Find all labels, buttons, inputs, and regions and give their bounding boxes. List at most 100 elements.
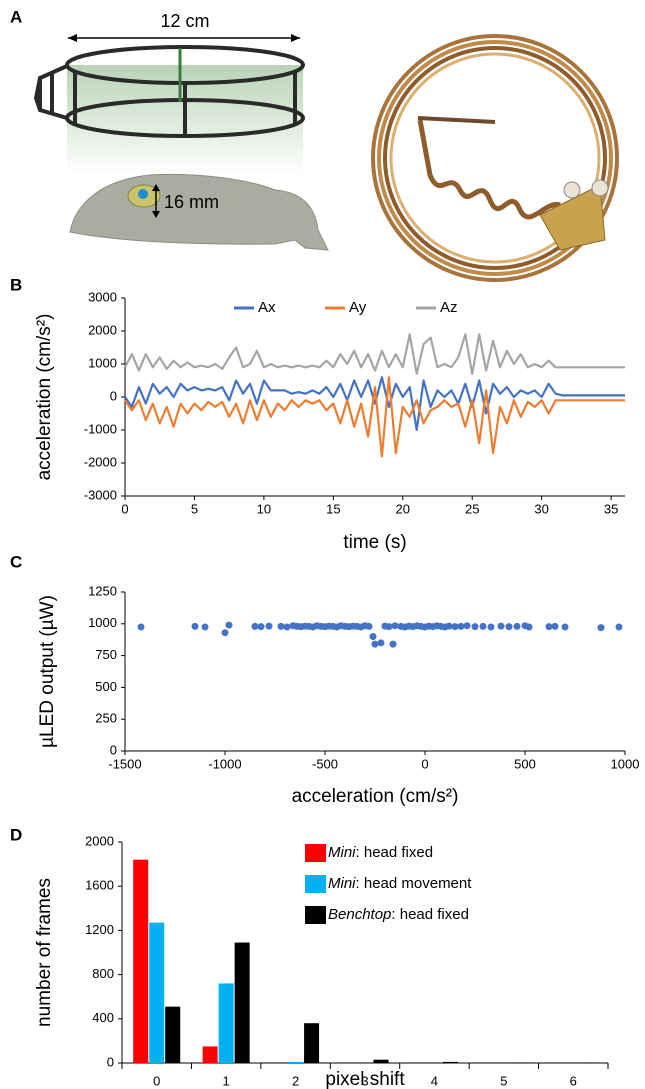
x-tick-label: -1500 [108, 756, 141, 771]
legend-label: Mini: head movement [328, 875, 472, 892]
data-point [389, 640, 397, 648]
dimension-label: 12 cm [160, 11, 209, 31]
dimension-label: 16 mm [164, 192, 219, 212]
data-point [505, 623, 513, 631]
panel-label: D [10, 825, 22, 844]
y-tick-label: 500 [95, 679, 117, 694]
data-point [251, 622, 259, 630]
data-point [597, 624, 605, 632]
data-point [561, 623, 569, 631]
x-axis-title: pixel shift [325, 1069, 405, 1089]
x-tick-label: 4 [431, 1073, 438, 1088]
data-line [124, 376, 625, 432]
x-tick-label: 5 [191, 501, 198, 516]
legend-swatch [305, 906, 326, 924]
x-tick-label: 3 [361, 1073, 368, 1088]
panel-label: A [10, 7, 22, 26]
legend-label: Ax [258, 299, 276, 316]
data-point [463, 622, 471, 630]
data-point [545, 623, 553, 631]
data-point [225, 621, 233, 629]
x-tick-label: 35 [604, 501, 618, 516]
y-tick-label: -3000 [84, 487, 117, 502]
y-tick-label: 1000 [88, 615, 117, 630]
data-point [391, 622, 399, 630]
x-tick-label: 25 [465, 501, 479, 516]
bar [442, 1061, 458, 1063]
x-tick-label: 1000 [611, 756, 640, 771]
data-point [137, 623, 145, 631]
y-tick-label: 1000 [88, 355, 117, 370]
data-point [277, 622, 285, 630]
x-axis-title: acceleration (cm/s²) [292, 786, 459, 807]
y-tick-label: 1600 [85, 878, 114, 893]
data-point [471, 623, 479, 631]
data-line [124, 333, 625, 375]
x-tick-label: 5 [500, 1073, 507, 1088]
y-tick-label: 0 [110, 388, 117, 403]
data-point [283, 623, 291, 631]
y-tick-label: 800 [92, 966, 114, 981]
data-point [487, 623, 495, 631]
y-tick-label: 3000 [88, 289, 117, 304]
legend-swatch [305, 844, 326, 862]
x-tick-label: 1 [223, 1073, 230, 1088]
data-point [525, 623, 533, 631]
data-point [551, 622, 559, 630]
x-tick-label: 0 [153, 1073, 160, 1088]
y-axis-title: µLED output (µW) [37, 595, 58, 748]
bar [133, 859, 149, 1063]
x-tick-label: 2 [292, 1073, 299, 1088]
y-tick-label: 0 [110, 742, 117, 757]
data-point [445, 622, 453, 630]
legend-swatch [305, 875, 326, 893]
x-tick-label: 0 [121, 501, 128, 516]
panel-label: C [10, 552, 22, 571]
y-tick-label: 1200 [85, 922, 114, 937]
x-tick-label: 500 [514, 756, 536, 771]
y-tick-label: 2000 [85, 833, 114, 848]
bar [165, 1006, 181, 1063]
legend-label: Benchtop: head fixed [328, 906, 469, 923]
x-tick-label: 10 [257, 501, 271, 516]
data-point [615, 623, 623, 631]
data-point [369, 633, 377, 641]
bar [581, 1062, 597, 1063]
data-point [265, 622, 273, 630]
bar [202, 1046, 218, 1063]
y-tick-label: 1250 [88, 583, 117, 598]
bar [288, 1061, 304, 1063]
legend-label: Az [440, 299, 458, 316]
data-point [377, 639, 385, 647]
cylinder-illustration [33, 34, 305, 175]
bar [218, 983, 234, 1063]
y-axis-title: number of frames [34, 878, 55, 1027]
x-tick-label: -500 [312, 756, 338, 771]
x-axis-title: time (s) [343, 532, 406, 553]
y-tick-label: -2000 [84, 454, 117, 469]
data-point [191, 622, 199, 630]
panel-label: B [10, 275, 22, 294]
data-point [371, 640, 379, 648]
data-point [457, 622, 465, 630]
x-tick-label: 30 [534, 501, 548, 516]
y-tick-label: 2000 [88, 322, 117, 337]
x-tick-label: 0 [421, 756, 428, 771]
data-point [365, 622, 373, 630]
x-tick-label: 20 [396, 501, 410, 516]
y-tick-label: -1000 [84, 421, 117, 436]
y-axis-title: acceleration (cm/s²) [34, 314, 55, 481]
data-point [257, 623, 265, 631]
legend-label: Mini: head fixed [328, 844, 433, 861]
bar [234, 942, 250, 1063]
y-tick-label: 400 [92, 1010, 114, 1025]
mouse-head-illustration [69, 173, 329, 251]
y-tick-label: 0 [107, 1054, 114, 1069]
data-point [451, 623, 459, 631]
x-tick-label: 15 [326, 501, 340, 516]
data-point [221, 629, 229, 637]
x-tick-label: -1000 [208, 756, 241, 771]
y-tick-label: 250 [95, 711, 117, 726]
bar [512, 1062, 528, 1063]
